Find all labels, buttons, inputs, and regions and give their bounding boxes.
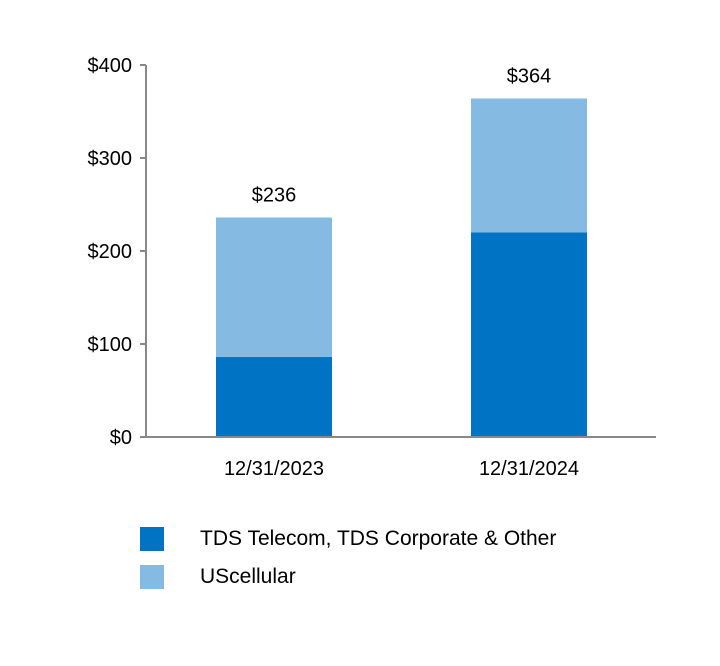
y-tick-label-0: $0 xyxy=(110,427,132,449)
bar-total-label-1: $236 xyxy=(252,185,297,207)
legend-item-tds-telecom: TDS Telecom, TDS Corporate & Other xyxy=(140,520,556,558)
legend: TDS Telecom, TDS Corporate & Other UScel… xyxy=(140,520,556,596)
y-tick-label-400: $400 xyxy=(88,55,133,77)
bar-segment-uscellular-1 xyxy=(216,217,332,358)
legend-label-tds-telecom: TDS Telecom, TDS Corporate & Other xyxy=(200,527,557,550)
bar-total-label-2: $364 xyxy=(507,65,552,87)
legend-swatch-uscellular xyxy=(140,565,164,589)
x-tick-label-2: 12/31/2024 xyxy=(479,458,579,480)
x-tick-label-1: 12/31/2023 xyxy=(224,458,324,480)
bar-segment-tds-telecom-2 xyxy=(471,232,587,437)
bar-segment-uscellular-2 xyxy=(471,98,587,233)
y-tick-label-200: $200 xyxy=(88,241,133,263)
legend-swatch-tds-telecom xyxy=(140,527,164,551)
stacked-bar-chart: $236 12/31/2023 $364 12/31/2024 $0 $100 $200 $3… xyxy=(88,55,656,480)
bar-segment-tds-telecom-1 xyxy=(216,357,332,437)
y-tick-label-100: $100 xyxy=(88,334,133,356)
plot-area: $236 12/31/2023 $364 12/31/2024 $0 $100 $200 $3… xyxy=(88,55,656,480)
legend-label-uscellular: UScellular xyxy=(200,565,296,588)
y-tick-label-300: $300 xyxy=(88,148,133,170)
legend-item-uscellular: UScellular xyxy=(140,558,556,596)
